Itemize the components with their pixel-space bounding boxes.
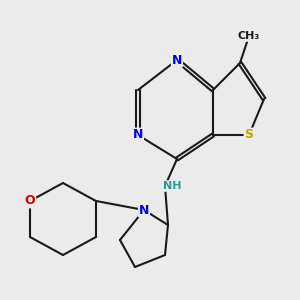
Text: N: N	[139, 203, 149, 217]
Text: NH: NH	[163, 181, 182, 191]
Text: S: S	[244, 128, 253, 142]
Text: CH₃: CH₃	[238, 31, 260, 41]
Text: N: N	[133, 128, 143, 142]
Text: O: O	[25, 194, 35, 208]
Text: N: N	[172, 53, 182, 67]
